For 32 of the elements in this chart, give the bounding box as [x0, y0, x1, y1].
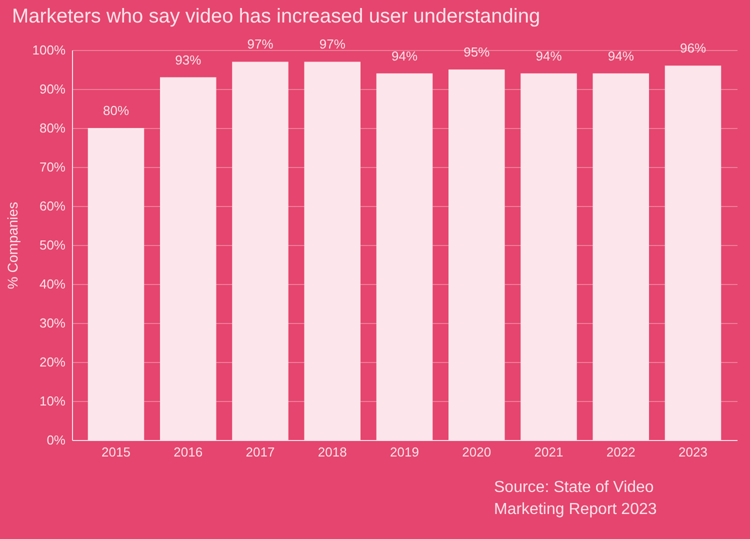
y-tick-label: 20% [39, 354, 66, 370]
y-axis-title: % Companies [4, 202, 20, 290]
x-tick-label: 2017 [246, 444, 275, 460]
x-tick-label: 2023 [678, 444, 708, 460]
data-label: 94% [608, 48, 634, 64]
data-label: 93% [175, 52, 202, 68]
x-tick-label: 2021 [534, 444, 564, 460]
y-tick-label: 40% [39, 276, 66, 292]
data-label: 97% [319, 36, 346, 52]
data-label: 95% [464, 44, 490, 60]
x-tick-label: 2022 [606, 444, 636, 460]
x-tick-label: 2020 [462, 444, 492, 460]
x-tick-label: 2015 [102, 444, 130, 460]
chart-title: Marketers who say video has increased user understanding [12, 6, 540, 28]
x-tick-label: 2018 [318, 444, 347, 460]
y-tick-label: 30% [39, 316, 66, 330]
y-tick-label: 90% [39, 82, 66, 96]
y-tick-label: 70% [39, 160, 66, 174]
data-label: 97% [247, 36, 274, 52]
x-tick-label: 2016 [174, 444, 203, 460]
y-tick-label: 50% [39, 238, 66, 252]
data-label: 94% [391, 48, 418, 64]
x-tick-label: 2019 [390, 444, 419, 460]
y-tick-label: 60% [39, 198, 66, 214]
data-label: 96% [680, 40, 706, 56]
y-tick-label: 100% [32, 42, 66, 58]
data-label: 80% [102, 103, 130, 118]
y-tick-label: 10% [39, 394, 66, 408]
y-tick-label: 80% [39, 120, 66, 136]
data-label: 94% [536, 48, 562, 64]
source-note: Source: State of Video Marketing Report 2023 [494, 479, 657, 518]
y-tick-label: 0% [46, 432, 66, 448]
